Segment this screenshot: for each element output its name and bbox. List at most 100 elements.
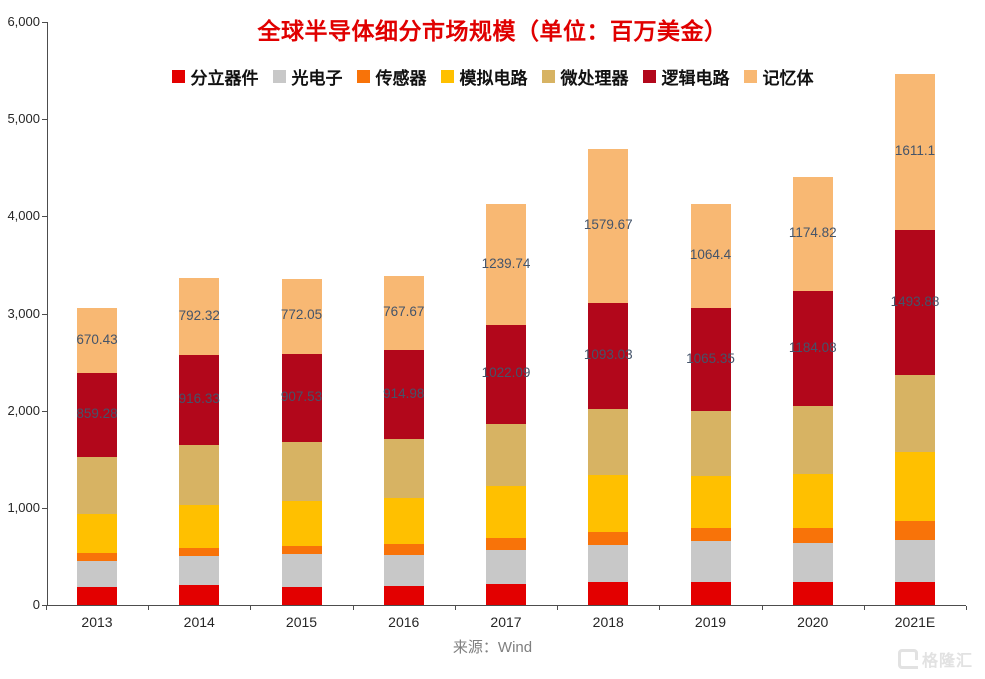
legend-item: 传感器	[356, 64, 427, 89]
x-axis-label: 2014	[183, 614, 215, 630]
bar-segment	[690, 528, 731, 542]
bar-segment	[179, 585, 220, 605]
bar-label: 670.43	[76, 331, 118, 347]
bar-segment	[179, 504, 220, 548]
bar-label: 1174.82	[788, 225, 837, 241]
bar-segment	[77, 587, 117, 605]
x-tick	[557, 606, 559, 610]
bar-segment	[690, 307, 731, 412]
bar-segment	[486, 424, 526, 487]
chart-title: 全球半导体细分市场规模（单位：百万美金）	[257, 18, 728, 44]
bar-label: 859.28	[76, 406, 118, 422]
bar-segment	[383, 497, 424, 545]
bar-segment	[588, 581, 629, 605]
bar-segment	[895, 582, 935, 605]
bar-segment	[792, 581, 833, 605]
bar-segment	[588, 409, 629, 475]
bar-label: 916.33	[178, 391, 220, 406]
bar-segment	[281, 441, 322, 502]
bar-segment	[383, 554, 424, 587]
bar-segment	[486, 204, 526, 325]
legend-swatch	[356, 70, 370, 83]
bar-segment	[77, 308, 117, 374]
chart-legend: 分立器件 光电子 传感器 模拟电路 微处理器 逻辑电路 记忆体	[0, 64, 985, 89]
bar-segment	[792, 177, 833, 292]
bar-segment	[792, 473, 833, 529]
legend-item: 分立器件	[171, 64, 259, 89]
x-tick	[250, 606, 252, 610]
bar-segment	[486, 324, 526, 425]
legend-item: 记忆体	[743, 64, 814, 89]
x-axis-label: 2013	[81, 614, 113, 630]
bar-segment	[383, 586, 424, 605]
source-note: 来源：Wind	[452, 639, 533, 656]
bar-label: 1022.09	[481, 365, 531, 381]
bar-label: 1493.88	[890, 293, 940, 309]
y-tick-label: 0	[32, 597, 40, 612]
bar-segment	[179, 355, 220, 445]
legend-item: 逻辑电路	[642, 64, 730, 89]
x-tick	[761, 606, 763, 610]
y-tick	[42, 119, 47, 121]
x-axis-line	[47, 605, 966, 606]
bar-segment	[895, 521, 935, 541]
bar-segment	[281, 554, 322, 587]
legend-label: 记忆体	[762, 69, 814, 88]
x-axis-label: 2021E	[894, 614, 936, 630]
bar-segment	[690, 411, 731, 476]
bar-segment	[895, 375, 935, 453]
bar-segment	[895, 73, 935, 231]
bar-segment	[179, 444, 220, 505]
y-tick-label: 2,000	[7, 402, 40, 418]
y-tick	[42, 22, 47, 23]
bar-label: 1065.35	[686, 350, 735, 366]
bar-segment	[179, 278, 220, 356]
bar-segment	[179, 556, 220, 586]
bar-segment	[383, 439, 424, 498]
bar-label: 767.67	[383, 303, 425, 319]
x-tick	[148, 606, 150, 610]
bar-segment	[895, 452, 935, 522]
bar-segment	[588, 149, 629, 303]
bar-segment	[690, 581, 731, 605]
y-tick-label: 1,000	[7, 499, 40, 515]
bar-label: 772.05	[280, 307, 323, 323]
legend-item: 模拟电路	[440, 64, 528, 89]
bar-segment	[792, 542, 833, 582]
bar-segment	[486, 486, 526, 538]
legend-swatch	[642, 70, 656, 83]
x-axis-label: 2015	[285, 614, 318, 630]
bar-segment	[588, 474, 629, 532]
bar-segment	[383, 350, 424, 440]
bar-segment	[179, 548, 220, 557]
bar-segment	[77, 373, 117, 457]
legend-label: 模拟电路	[459, 69, 528, 88]
bar-segment	[281, 586, 322, 605]
legend-label: 微处理器	[560, 69, 629, 88]
bar-segment	[77, 552, 117, 561]
x-axis-label: 2016	[388, 614, 420, 630]
y-tick-label: 6,000	[7, 14, 40, 29]
y-tick	[42, 313, 47, 315]
bar-segment	[281, 545, 322, 555]
bar-segment	[77, 456, 117, 514]
y-tick-label: 4,000	[7, 208, 40, 224]
legend-label: 逻辑电路	[661, 69, 730, 88]
x-tick	[863, 606, 865, 610]
bar-segment	[77, 513, 117, 553]
x-axis-label: 2018	[592, 614, 624, 630]
y-tick-label: 5,000	[7, 111, 40, 127]
watermark-label: 格隆汇	[921, 653, 973, 670]
bar-segment	[588, 544, 629, 582]
y-tick	[42, 605, 47, 606]
bar-segment	[281, 278, 322, 354]
bar-segment	[383, 544, 424, 555]
bar-segment	[792, 291, 833, 407]
legend-item: 微处理器	[541, 64, 629, 89]
bar-label: 1064.4	[689, 247, 732, 263]
bar-label: 1184.08	[788, 339, 837, 355]
bar-segment	[690, 541, 731, 582]
bar-label: 907.53	[280, 388, 323, 404]
bar-segment	[486, 537, 526, 551]
